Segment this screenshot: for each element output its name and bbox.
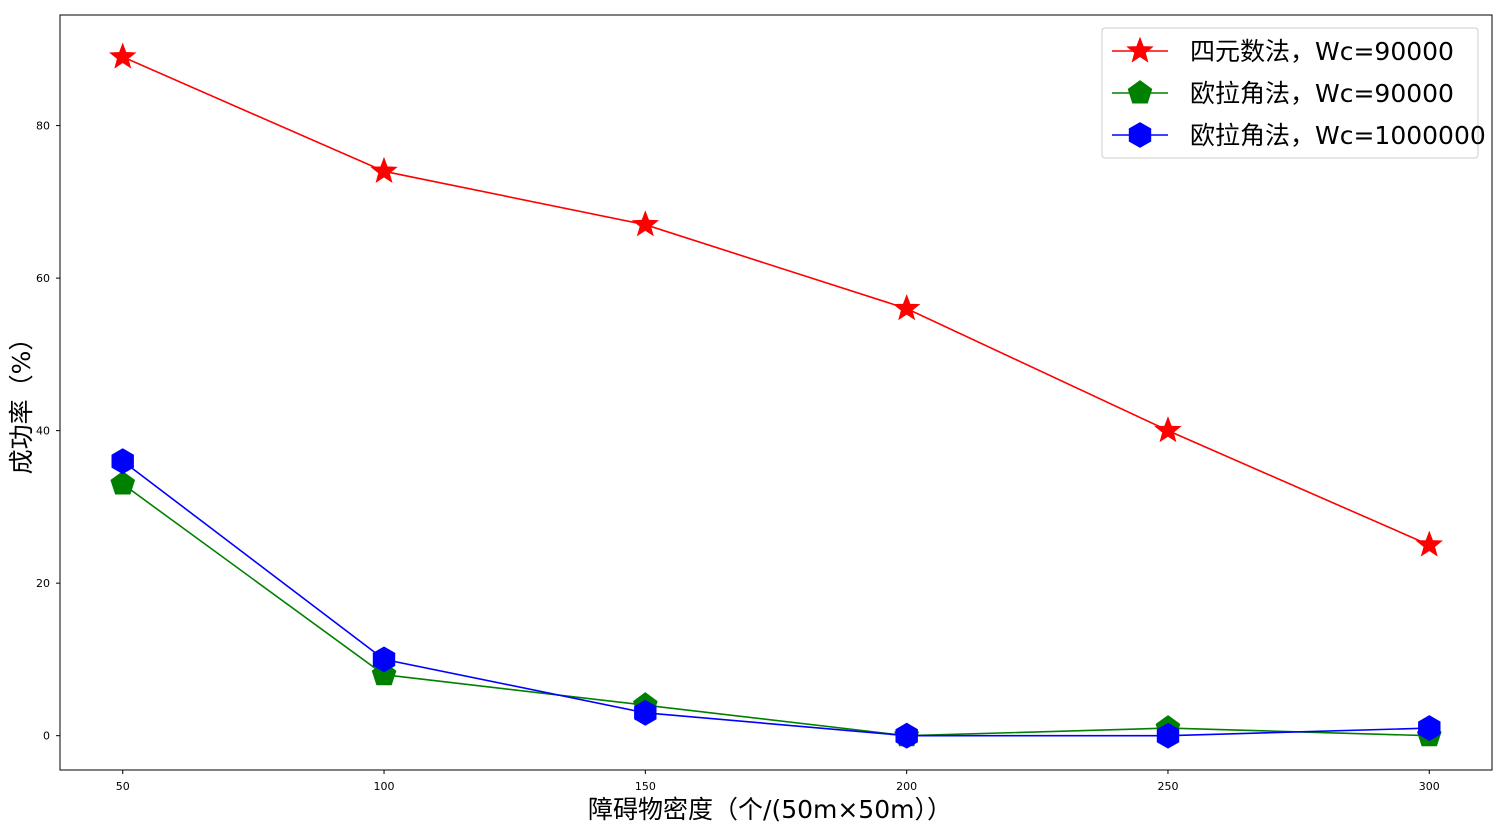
x-tick-label: 300 [1419, 780, 1440, 793]
data-point-hexagon [111, 448, 134, 475]
legend-box [1101, 27, 1479, 159]
data-point-hexagon [1156, 722, 1180, 749]
y-tick-label: 60 [36, 272, 50, 285]
legend-marker-pentagon [1127, 80, 1153, 104]
series-hexagon [111, 448, 1441, 749]
y-tick-label: 40 [36, 425, 50, 438]
x-tick-label: 50 [116, 780, 130, 793]
series-line [122, 56, 1430, 546]
legend-marker-hexagon [1128, 122, 1152, 148]
data-point-hexagon [634, 699, 657, 726]
y-tick-label: 0 [43, 730, 50, 743]
x-tick-label: 150 [635, 780, 656, 793]
x-tick-label: 100 [374, 780, 395, 793]
data-point-star [109, 42, 137, 69]
legend-label: 四元数法，Wc=90000 [1190, 37, 1454, 66]
series-line [122, 483, 1430, 737]
legend-label: 欧拉角法，Wc=90000 [1190, 79, 1454, 108]
data-point-star [370, 156, 398, 184]
legend: 四元数法，Wc=90000 欧拉角法，Wc=90000 欧拉角法，Wc=100000… [1101, 27, 1486, 159]
x-tick-label: 200 [896, 780, 917, 793]
data-point-hexagon [372, 646, 396, 673]
legend-marker-star [1126, 36, 1154, 63]
series-star [109, 42, 1443, 557]
x-tick-label: 250 [1157, 780, 1178, 793]
y-tick-label: 20 [36, 577, 50, 590]
y-tick-label: 80 [36, 120, 50, 133]
data-point-hexagon [895, 722, 918, 749]
data-point-star [1154, 416, 1182, 443]
data-point-star [892, 294, 921, 321]
data-point-hexagon [1418, 715, 1441, 741]
series-layer [109, 42, 1443, 749]
data-point-star [631, 210, 660, 237]
data-point-star [1415, 530, 1443, 557]
y-axis-title: 成功率（%） [7, 326, 36, 475]
x-axis-title: 障碍物密度（个/(50m×50m）） [588, 795, 952, 824]
data-point-pentagon [110, 471, 136, 495]
legend-label: 欧拉角法，Wc=1000000 [1190, 121, 1486, 150]
series-line [122, 460, 1430, 737]
y-axis: 0 20 40 60 80 [36, 120, 60, 743]
x-axis: 50 100 150 200 250 300 [116, 770, 1440, 793]
